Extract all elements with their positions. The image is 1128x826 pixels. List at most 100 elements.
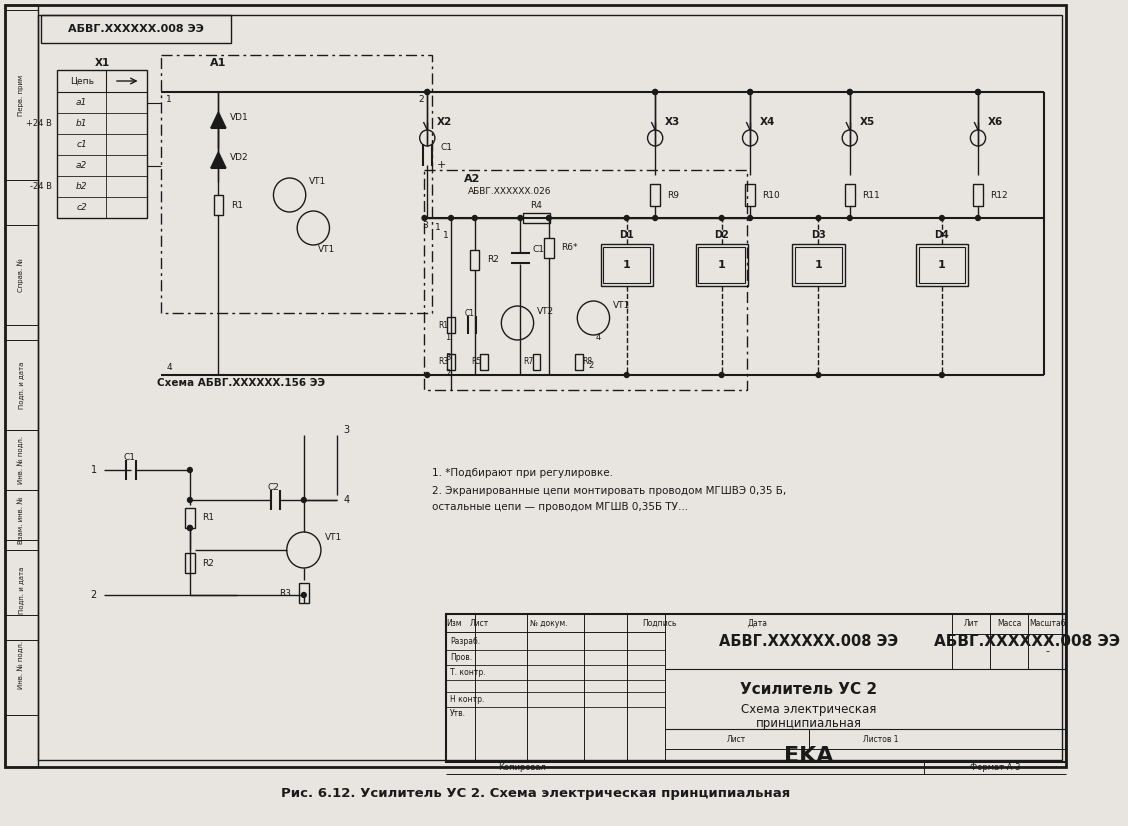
Circle shape — [187, 525, 192, 530]
Text: 1: 1 — [443, 230, 449, 240]
Circle shape — [518, 216, 522, 221]
Bar — [185, 508, 195, 528]
Circle shape — [976, 89, 980, 94]
Text: R1: R1 — [202, 514, 214, 523]
Text: -24 В: -24 В — [30, 182, 52, 191]
Text: 1: 1 — [435, 224, 441, 232]
Text: АБВГ.ХХХХХХ.008 ЭЭ: АБВГ.ХХХХХХ.008 ЭЭ — [934, 634, 1120, 649]
Polygon shape — [211, 112, 226, 128]
Text: Лист: Лист — [726, 734, 747, 743]
Text: R3: R3 — [438, 358, 448, 367]
Text: АБВГ.ХХХХХХ.026: АБВГ.ХХХХХХ.026 — [468, 188, 552, 197]
Text: R4: R4 — [530, 202, 543, 211]
Text: 1: 1 — [446, 334, 451, 343]
Text: a2: a2 — [76, 161, 87, 170]
Text: Взам. инв. №: Взам. инв. № — [18, 496, 24, 544]
Circle shape — [425, 89, 430, 94]
Text: VT1: VT1 — [325, 534, 342, 543]
Bar — [161, 55, 432, 313]
Bar — [746, 184, 755, 206]
Text: Справ. №: Справ. № — [18, 258, 24, 292]
Bar — [5, 615, 38, 715]
Text: 1: 1 — [90, 465, 97, 475]
Circle shape — [653, 89, 658, 94]
Text: R2: R2 — [202, 558, 214, 567]
Text: Изм: Изм — [446, 619, 461, 628]
Circle shape — [748, 89, 752, 94]
Circle shape — [976, 89, 980, 94]
Text: X3: X3 — [664, 117, 680, 127]
Text: b1: b1 — [76, 119, 87, 128]
Text: b2: b2 — [76, 182, 87, 191]
Text: R3: R3 — [280, 588, 291, 597]
Text: Подп. и дата: Подп. и дата — [18, 361, 24, 409]
Text: Пров.: Пров. — [450, 653, 473, 662]
Circle shape — [748, 89, 752, 94]
Circle shape — [976, 216, 980, 221]
Bar — [696, 244, 748, 286]
Text: C1: C1 — [532, 245, 545, 254]
Text: Рис. 6.12. Усилитель УС 2. Схема электрическая принципиальная: Рис. 6.12. Усилитель УС 2. Схема электри… — [281, 786, 790, 800]
Text: 2: 2 — [418, 96, 424, 105]
Text: 2: 2 — [588, 360, 593, 369]
Text: X4: X4 — [759, 117, 775, 127]
Text: A1: A1 — [210, 58, 227, 68]
Text: +24 В: +24 В — [26, 119, 52, 128]
Text: Цепь: Цепь — [70, 77, 94, 86]
Text: Перв. прим: Перв. прим — [18, 74, 24, 116]
Circle shape — [301, 497, 306, 502]
Bar — [299, 583, 309, 603]
Circle shape — [301, 592, 306, 597]
Text: Копировал: Копировал — [499, 763, 546, 772]
Text: VT2: VT2 — [537, 306, 554, 316]
Circle shape — [187, 497, 192, 502]
Text: 1: 1 — [717, 260, 725, 270]
Text: R8: R8 — [582, 358, 592, 367]
Text: EKA: EKA — [784, 746, 834, 766]
Bar — [5, 490, 38, 550]
Text: принципиальная: принципиальная — [756, 716, 862, 729]
Circle shape — [422, 216, 426, 221]
Bar — [792, 244, 845, 286]
Text: Подп. и дата: Подп. и дата — [18, 567, 24, 614]
Text: R6*: R6* — [561, 244, 578, 253]
Text: A2: A2 — [464, 174, 481, 184]
Circle shape — [847, 89, 852, 94]
Text: X5: X5 — [860, 117, 874, 127]
Bar — [523, 213, 549, 223]
Circle shape — [847, 216, 852, 221]
Circle shape — [473, 216, 477, 221]
Text: R1: R1 — [438, 320, 448, 330]
Circle shape — [425, 89, 430, 94]
Circle shape — [653, 89, 658, 94]
Bar — [5, 540, 38, 640]
Bar — [5, 5, 38, 767]
Text: Лист: Лист — [470, 619, 490, 628]
Bar — [5, 430, 38, 490]
Text: R1: R1 — [231, 201, 243, 210]
Text: 2: 2 — [90, 590, 97, 600]
Bar — [795, 247, 841, 283]
Text: Н контр.: Н контр. — [450, 695, 484, 704]
Text: VT1: VT1 — [318, 245, 335, 254]
Circle shape — [816, 373, 821, 377]
Circle shape — [187, 525, 192, 530]
Text: c1: c1 — [77, 140, 87, 149]
Text: 2. Экранированные цепи монтировать проводом МГШВЭ 0,35 Б,: 2. Экранированные цепи монтировать прово… — [432, 486, 786, 496]
Text: R7: R7 — [523, 358, 534, 367]
Text: Лит: Лит — [963, 620, 979, 629]
Text: R5: R5 — [472, 358, 482, 367]
Text: Схема АБВГ.ХХХХХХ.156 ЭЭ: Схема АБВГ.ХХХХХХ.156 ЭЭ — [157, 378, 325, 388]
Text: 3: 3 — [446, 354, 451, 363]
Text: VT1: VT1 — [309, 177, 326, 186]
Text: АБВГ.ХХХХХХ.008 ЭЭ: АБВГ.ХХХХХХ.008 ЭЭ — [719, 634, 898, 649]
Text: Дата: Дата — [747, 619, 767, 628]
Text: VD1: VD1 — [230, 113, 248, 122]
Text: 1: 1 — [814, 260, 822, 270]
Text: X1: X1 — [95, 58, 109, 68]
Text: 1. *Подбирают при регулировке.: 1. *Подбирают при регулировке. — [432, 468, 613, 478]
Circle shape — [847, 89, 852, 94]
Text: 1: 1 — [166, 96, 171, 105]
Bar — [651, 184, 660, 206]
Text: 4: 4 — [166, 363, 171, 372]
